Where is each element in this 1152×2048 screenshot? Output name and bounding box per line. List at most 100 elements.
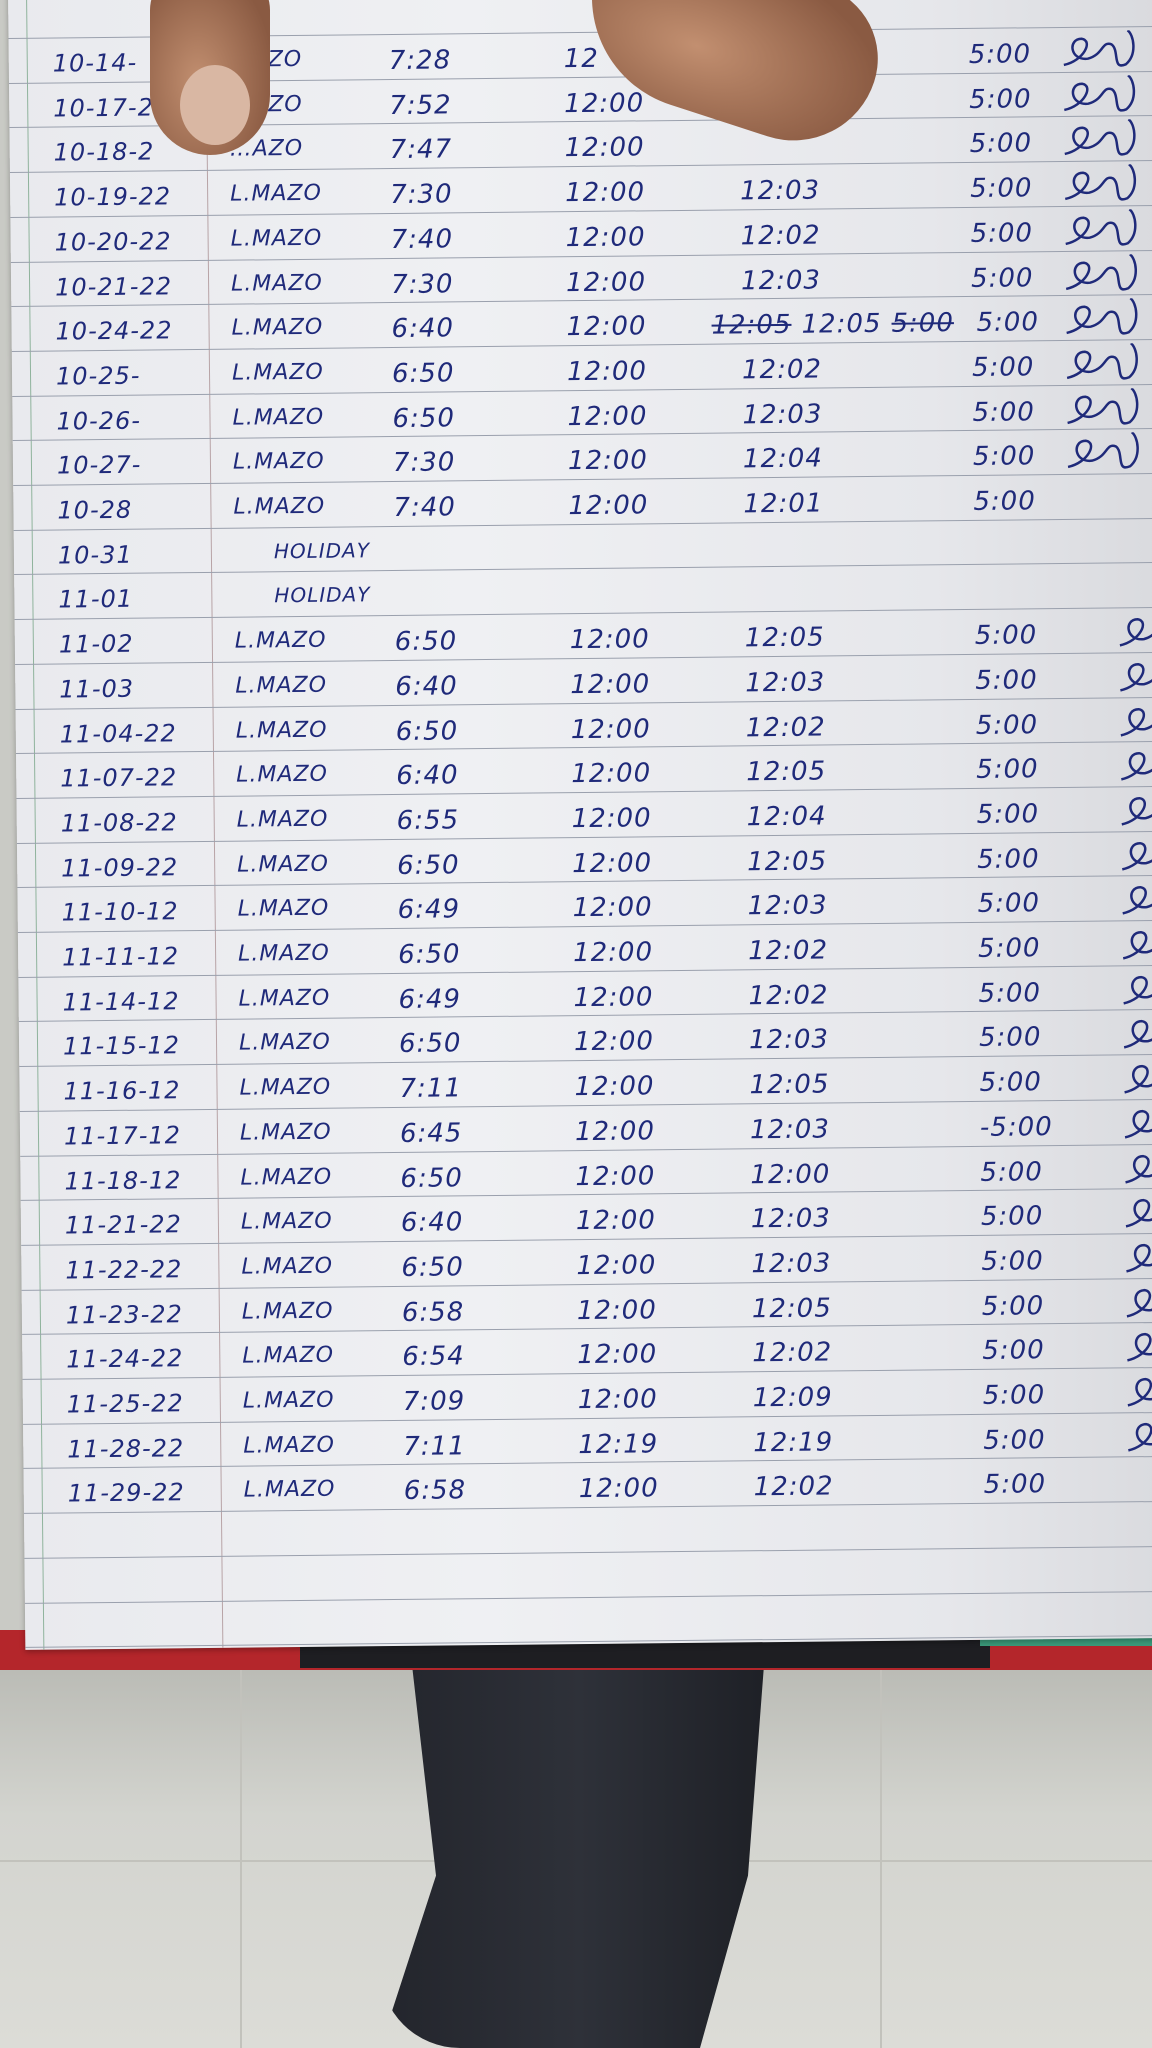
date-cell: 10-14- xyxy=(52,48,138,78)
signature xyxy=(1119,610,1152,648)
time-out-cell: 12:00 xyxy=(575,1205,657,1237)
time-out-cell: 12:00 xyxy=(566,311,647,343)
time-out-cell: 12:00 xyxy=(564,88,645,119)
name-cell: L.MAZO xyxy=(230,270,323,297)
time-in-cell: 6:49 xyxy=(398,984,462,1015)
time-out-pm-cell: 5:00 xyxy=(979,1067,1043,1098)
time-out-pm-cell: 5:00 xyxy=(970,218,1034,249)
time-in-cell: 6:58 xyxy=(403,1475,467,1507)
time-out-pm-cell: 5:00 xyxy=(968,39,1032,70)
name-cell: L.MAZO xyxy=(242,1342,335,1369)
signature-stroke xyxy=(1065,253,1137,291)
holiday-cell: HOLIDAY xyxy=(274,582,371,608)
signature xyxy=(1122,878,1152,916)
time-out-pm-cell: 5:00 xyxy=(977,888,1041,920)
signature xyxy=(1067,387,1139,425)
name-cell: L.MAZO xyxy=(243,1477,336,1504)
time-in-cell: 7:28 xyxy=(388,45,452,77)
signature xyxy=(1124,1057,1152,1095)
time-out-pm-cell: 5:00 xyxy=(969,173,1033,205)
table-row: 11-22-22 L.MAZO 6:50 12:00 12:03 5:00 xyxy=(21,1236,1152,1293)
time-out-pm-cell: 5:00 xyxy=(978,1022,1042,1054)
signature xyxy=(1120,700,1152,737)
signature-stroke xyxy=(1122,923,1152,961)
time-in-pm-cell: 12:03 xyxy=(747,890,828,922)
time-in-cell: 7:30 xyxy=(392,447,456,479)
date-cell: 11-14-12 xyxy=(62,986,180,1017)
date-cell: 10-25- xyxy=(55,361,141,391)
time-in-pm-cell: 12:05 xyxy=(801,309,882,340)
name-cell: L.MAZO xyxy=(232,404,325,431)
time-out-cell: 12:00 xyxy=(569,624,650,656)
time-in-cell: 7:40 xyxy=(393,492,456,523)
signature xyxy=(1063,74,1136,112)
table-row: 11-15-12 L.MAZO 6:50 12:00 12:03 5:00 xyxy=(19,1012,1152,1069)
table-row: 11-08-22 L.MAZO 6:55 12:00 12:04 5:00 xyxy=(17,789,1152,846)
time-in-cell: 6:40 xyxy=(395,671,458,702)
date-cell: 10-24-22 xyxy=(55,316,173,346)
time-out-cell: 12:00 xyxy=(573,1026,655,1058)
time-in-pm-cell: 12:03 xyxy=(750,1203,832,1235)
time-out-pm-cell: 5:00 xyxy=(970,262,1034,294)
time-out-pm-cell: 5:00 xyxy=(976,307,1040,339)
time-out-pm-cell: 5:00 xyxy=(969,128,1033,160)
signature-stroke xyxy=(1123,968,1152,1005)
time-out-pm-cell: 5:00 xyxy=(969,83,1032,115)
time-out-pm-cell: 5:00 xyxy=(980,1156,1043,1188)
time-in-cell: 6:50 xyxy=(391,358,455,389)
time-in-pm-cell: 12:05 xyxy=(747,846,828,877)
time-in-cell: 7:52 xyxy=(389,90,452,121)
signature xyxy=(1064,164,1137,201)
time-out-pm-cell: 5:00 xyxy=(983,1469,1047,1501)
signature xyxy=(1067,432,1139,469)
time-in-cell: 6:49 xyxy=(397,894,461,926)
date-cell: 11-22-22 xyxy=(65,1255,183,1285)
name-cell: L.MAZO xyxy=(243,1432,336,1459)
time-out-cell: 12:00 xyxy=(565,177,646,209)
time-in-pm-cell: 12:03 xyxy=(739,175,821,207)
time-out-pm-cell: 5:00 xyxy=(975,709,1039,741)
time-out-pm-cell: 5:00 xyxy=(982,1335,1045,1367)
table-row: 11-21-22 L.MAZO 6:40 12:00 12:03 5:00 xyxy=(21,1191,1152,1248)
time-in-pm-cell: 12:05 xyxy=(746,756,827,788)
signature-stroke xyxy=(1063,30,1135,67)
name-cell: L.MAZO xyxy=(231,314,324,341)
time-in-cell: 7:09 xyxy=(402,1386,466,1417)
signature xyxy=(1066,342,1138,380)
signature xyxy=(1126,1236,1152,1273)
time-in-pm-cell: 12:00 xyxy=(750,1158,831,1190)
name-cell: L.MAZO xyxy=(230,225,323,252)
time-in-pm-cell: 12:02 xyxy=(741,354,823,386)
signature xyxy=(1121,789,1152,826)
date-cell: 10-27- xyxy=(56,450,142,480)
date-cell: 10-31 xyxy=(57,540,133,570)
signature xyxy=(1124,1102,1152,1139)
time-out-pm-cell: 5:00 xyxy=(973,486,1036,517)
time-in-pm-cell: 12:04 xyxy=(742,443,824,475)
time-out-cell: 12:00 xyxy=(578,1473,659,1505)
time-out-pm-cell: 5:00 xyxy=(980,1201,1044,1233)
date-cell: 11-25-22 xyxy=(66,1389,184,1419)
table-row: 11-03 L.MAZO 6:40 12:00 12:03 5:00 xyxy=(15,655,1152,712)
name-cell: L.MAZO xyxy=(240,1164,333,1191)
date-cell: 11-04-22 xyxy=(59,718,177,748)
signature-stroke xyxy=(1121,789,1152,826)
time-out-cell: 12:00 xyxy=(572,847,653,879)
date-cell: 10-28 xyxy=(57,495,133,525)
time-out-pm-cell: 5:00 xyxy=(977,933,1041,964)
signature-stroke xyxy=(1120,700,1152,737)
signature-stroke xyxy=(1066,298,1138,335)
table-row: 10-25- L.MAZO 6:50 12:00 12:02 5:00 xyxy=(12,342,1152,399)
signature-stroke xyxy=(1127,1370,1152,1408)
time-in-pm-cell: 12:02 xyxy=(747,935,829,967)
signature-stroke xyxy=(1128,1415,1152,1452)
table-row: 10-18-2 …AZO 7:47 12:00 5:00 xyxy=(9,119,1152,175)
time-in-cell: 6:50 xyxy=(401,1252,464,1283)
date-cell: 11-15-12 xyxy=(62,1031,181,1061)
time-out-cell: 12:00 xyxy=(570,713,651,745)
time-in-cell: 7:30 xyxy=(390,268,454,300)
time-in-cell: 6:40 xyxy=(400,1207,464,1239)
fingernail xyxy=(180,65,250,145)
date-cell: 11-03 xyxy=(59,674,135,704)
